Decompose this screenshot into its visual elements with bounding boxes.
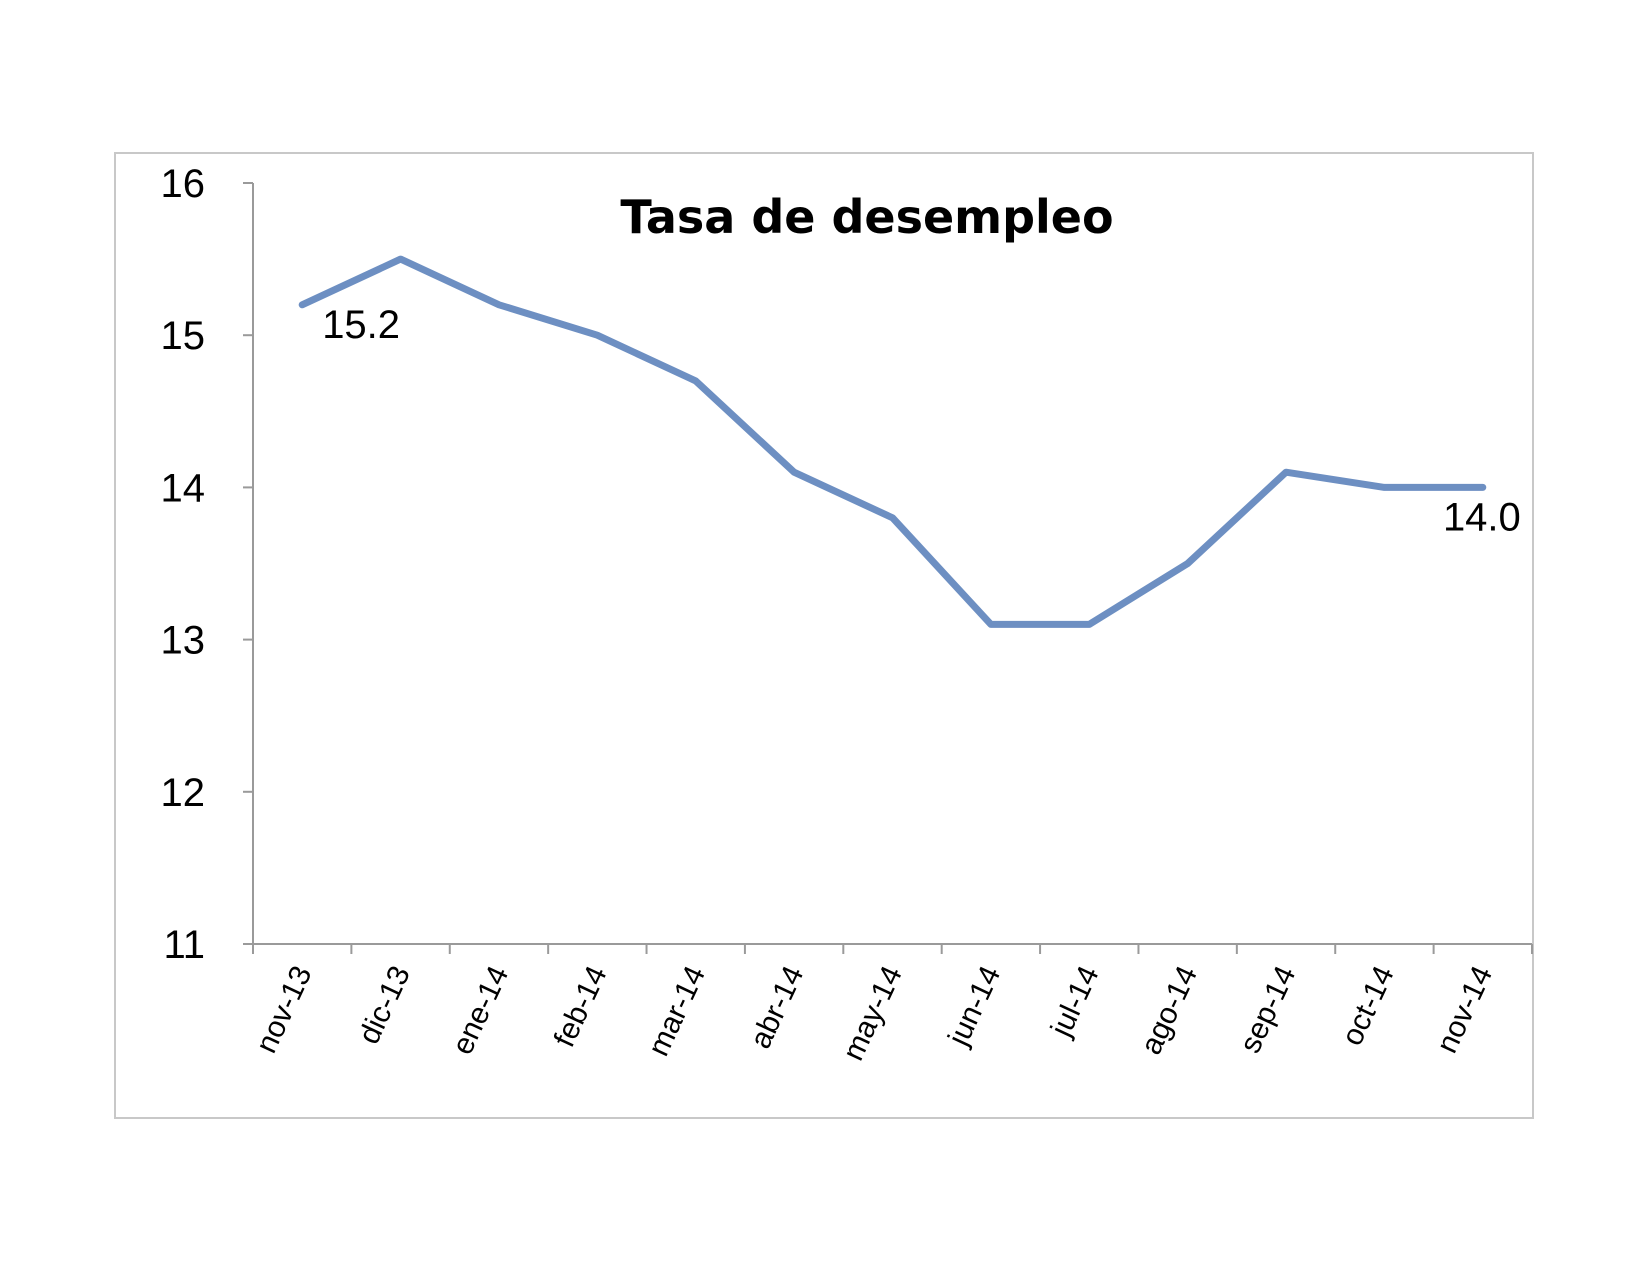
data-point (596, 334, 598, 336)
y-tick-label: 14 (161, 466, 206, 510)
y-tick-labels: 11 12 13 14 15 16 (161, 162, 206, 967)
x-tick-label: jul-14 (1044, 961, 1105, 1042)
data-point (695, 380, 697, 382)
data-point (1088, 623, 1090, 625)
data-point (990, 623, 992, 625)
y-tick-label: 16 (161, 162, 206, 206)
x-tick-label: abr-14 (744, 961, 811, 1054)
y-tick-label: 11 (163, 923, 205, 967)
x-tick-label: jun-14 (942, 961, 1008, 1051)
x-tick-label: feb-14 (548, 961, 614, 1052)
y-tick-label: 13 (161, 619, 206, 663)
x-tick-label: ene-14 (446, 961, 515, 1060)
data-point (793, 471, 795, 473)
data-label: 15.2 (322, 303, 400, 347)
data-point (1482, 486, 1484, 488)
x-tick-label: dic-13 (352, 961, 416, 1049)
series-line (298, 255, 1487, 628)
x-tick-label: ago-14 (1135, 961, 1204, 1060)
data-point (1383, 486, 1385, 488)
x-tick-label: oct-14 (1336, 961, 1401, 1051)
data-point (892, 517, 893, 519)
chart-axes (243, 182, 1533, 954)
data-point (498, 304, 500, 306)
x-tick-label: may-14 (837, 961, 909, 1066)
data-point (1187, 563, 1189, 564)
data-point (400, 258, 402, 260)
x-tick-label: mar-14 (642, 961, 712, 1061)
data-point (1285, 471, 1287, 473)
x-tick-label: nov-14 (1430, 961, 1499, 1058)
chart-frame (114, 152, 1534, 1119)
data-point (301, 304, 303, 306)
data-label: 14.0 (1443, 495, 1521, 539)
x-tick-label: nov-13 (250, 961, 319, 1058)
y-tick-label: 15 (161, 314, 206, 358)
x-tick-labels: nov-13 dic-13 ene-14 feb-14 mar-14 abr-14 may-… (250, 961, 1499, 1066)
y-tick-label: 12 (161, 771, 206, 815)
x-tick-label: sep-14 (1234, 961, 1303, 1058)
chart-title: Tasa de desempleo (620, 190, 1113, 244)
series-group (298, 255, 1487, 628)
data-labels-group: 15.2 14.0 (322, 303, 1521, 540)
